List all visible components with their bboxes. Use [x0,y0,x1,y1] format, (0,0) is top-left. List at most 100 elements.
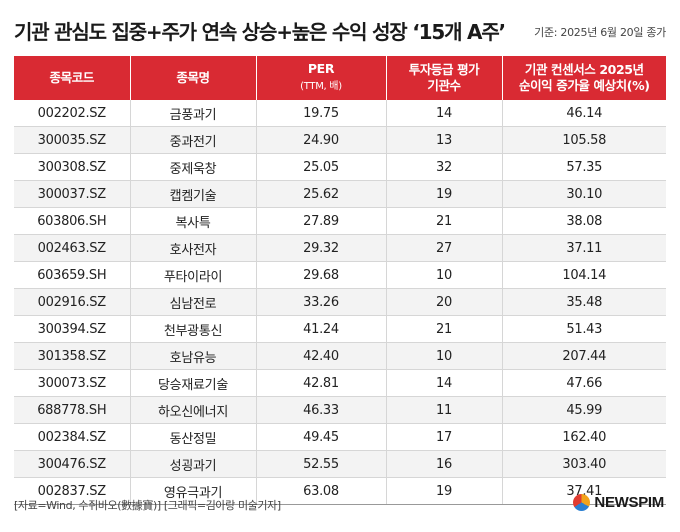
column-header-per-label: PER [307,61,335,76]
cell-stock-code: 603806.SH [14,207,130,235]
cell-institution-count: 32 [385,153,502,181]
column-header-growth-sub: 순이익 증가율 예상치(%) [518,78,650,93]
table-body: 002202.SZ 금풍과기 19.75 14 46.14 300035.SZ 중과전기 24… [14,100,666,505]
stock-table: 종목코드 종목명 PER (TTM, 배) 투자등급 평가 기관수 기관 컨센서… [14,56,666,505]
cell-stock-code: 002837.SZ [14,477,130,505]
cell-stock-code: 002202.SZ [14,100,130,127]
cell-stock-name: 하오신에너지 [129,396,256,424]
cell-stock-code: 002463.SZ [14,234,130,262]
cell-growth-forecast: 105.58 [501,126,666,154]
cell-institution-count: 16 [385,450,502,478]
table-row: 300073.SZ 당승재료기술 42.81 14 47.66 [14,369,666,397]
table-row: 002837.SZ 영유극과기 63.08 19 37.41 [14,477,666,505]
source-credit: [자료=Wind, 수쥐바오(數據寶)] [그래픽=김아랑 미술기자] [14,499,281,512]
column-header-code-label: 종목코드 [49,70,95,85]
column-header-name: 종목명 [129,56,256,100]
cell-per: 42.40 [255,342,386,370]
table-row: 300476.SZ 성굉과기 52.55 16 303.40 [14,450,666,478]
table-row: 300037.SZ 캡켐기술 25.62 19 30.10 [14,180,666,208]
cell-per: 33.26 [255,288,386,316]
cell-stock-name: 성굉과기 [129,450,256,478]
cell-stock-name: 호사전자 [129,234,256,262]
cell-institution-count: 11 [385,396,502,424]
table-row: 688778.SH 하오신에너지 46.33 11 45.99 [14,396,666,424]
cell-growth-forecast: 303.40 [501,450,666,478]
cell-growth-forecast: 104.14 [501,261,666,289]
cell-stock-name: 캡켐기술 [129,180,256,208]
cell-stock-code: 300037.SZ [14,180,130,208]
cell-stock-name: 당승재료기술 [129,369,256,397]
cell-stock-name: 영유극과기 [129,477,256,505]
cell-institution-count: 21 [385,207,502,235]
cell-per: 27.89 [255,207,386,235]
table-row: 603806.SH 복사특 27.89 21 38.08 [14,207,666,235]
cell-growth-forecast: 37.11 [501,234,666,262]
column-header-institutions-sub: 기관수 [427,78,461,93]
cell-per: 25.62 [255,180,386,208]
cell-growth-forecast: 35.48 [501,288,666,316]
cell-institution-count: 10 [385,342,502,370]
cell-per: 52.55 [255,450,386,478]
cell-institution-count: 20 [385,288,502,316]
cell-stock-code: 301358.SZ [14,342,130,370]
column-header-per: PER (TTM, 배) [255,56,386,100]
column-header-name-label: 종목명 [176,70,210,85]
brand-name: NEWSPIM [594,494,664,511]
column-header-growth: 기관 컨센서스 2025년 순이익 증가율 예상치(%) [501,56,666,100]
cell-stock-code: 002916.SZ [14,288,130,316]
cell-growth-forecast: 57.35 [501,153,666,181]
cell-institution-count: 17 [385,423,502,451]
table-row: 002202.SZ 금풍과기 19.75 14 46.14 [14,100,666,127]
cell-institution-count: 14 [385,369,502,397]
cell-stock-name: 중과전기 [129,126,256,154]
cell-stock-name: 심남전로 [129,288,256,316]
cell-growth-forecast: 207.44 [501,342,666,370]
cell-growth-forecast: 162.40 [501,423,666,451]
cell-growth-forecast: 47.66 [501,369,666,397]
cell-growth-forecast: 45.99 [501,396,666,424]
cell-per: 19.75 [255,100,386,127]
newspim-logo-icon [573,494,591,511]
cell-stock-code: 300476.SZ [14,450,130,478]
column-header-institutions: 투자등급 평가 기관수 [385,56,502,100]
cell-per: 42.81 [255,369,386,397]
cell-institution-count: 13 [385,126,502,154]
table-row: 002916.SZ 심남전로 33.26 20 35.48 [14,288,666,316]
cell-growth-forecast: 46.14 [501,100,666,127]
cell-per: 41.24 [255,315,386,343]
cell-stock-name: 복사특 [129,207,256,235]
cell-stock-name: 금풍과기 [129,100,256,127]
cell-institution-count: 14 [385,100,502,127]
cell-growth-forecast: 38.08 [501,207,666,235]
table-row: 603659.SH 푸타이라이 29.68 10 104.14 [14,261,666,289]
cell-stock-code: 300073.SZ [14,369,130,397]
column-header-code: 종목코드 [14,56,130,100]
cell-stock-name: 푸타이라이 [129,261,256,289]
cell-stock-code: 300035.SZ [14,126,130,154]
cell-stock-name: 동산정밀 [129,423,256,451]
brand-logo-group: NEWSPIM [573,494,664,511]
page-title: 기관 관심도 집중+주가 연속 상승+높은 수익 성장 ‘15개 A주’ [14,20,506,44]
cell-institution-count: 19 [385,477,502,505]
table-row: 300394.SZ 천부광통신 41.24 21 51.43 [14,315,666,343]
table-row: 002463.SZ 호사전자 29.32 27 37.11 [14,234,666,262]
cell-per: 25.05 [255,153,386,181]
cell-per: 24.90 [255,126,386,154]
cell-stock-name: 천부광통신 [129,315,256,343]
column-header-per-unit: (TTM, 배) [300,81,342,92]
cell-institution-count: 27 [385,234,502,262]
cell-institution-count: 10 [385,261,502,289]
cell-stock-code: 688778.SH [14,396,130,424]
cell-stock-code: 002384.SZ [14,423,130,451]
column-header-growth-label: 기관 컨센서스 2025년 [524,62,644,77]
table-header-row: 종목코드 종목명 PER (TTM, 배) 투자등급 평가 기관수 기관 컨센서… [14,56,666,100]
cell-institution-count: 19 [385,180,502,208]
cell-growth-forecast: 51.43 [501,315,666,343]
cell-stock-name: 중제욱창 [129,153,256,181]
cell-per: 46.33 [255,396,386,424]
cell-stock-code: 300308.SZ [14,153,130,181]
cell-per: 49.45 [255,423,386,451]
cell-stock-code: 603659.SH [14,261,130,289]
cell-per: 29.32 [255,234,386,262]
basis-date: 기준: 2025년 6월 20일 종가 [534,26,666,39]
